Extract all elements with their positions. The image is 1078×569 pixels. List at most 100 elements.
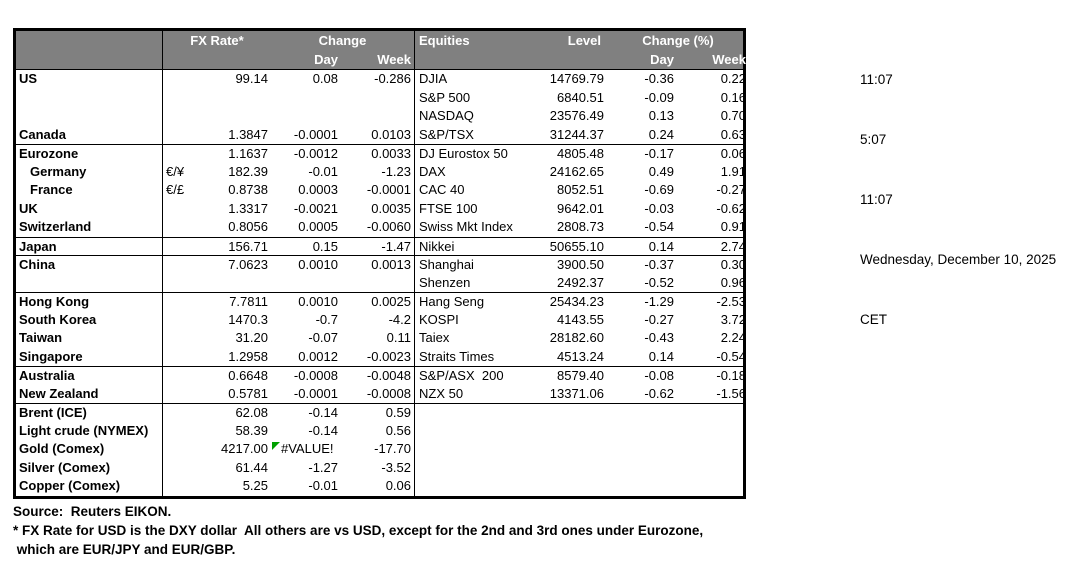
currency-pair-cell[interactable]: €/£ bbox=[166, 182, 185, 197]
equity-day-header[interactable]: Day bbox=[650, 52, 674, 67]
fx-rate-cell[interactable]: 7.0623 bbox=[228, 257, 268, 272]
equity-name-cell[interactable]: Taiex bbox=[419, 330, 450, 345]
equity-level-cell[interactable]: 31244.37 bbox=[549, 126, 604, 142]
currency-pair-cell[interactable] bbox=[163, 293, 189, 311]
currency-pair-cell[interactable] bbox=[163, 89, 189, 108]
fx-rate-cell[interactable]: 1470.3 bbox=[228, 311, 268, 327]
equity-day-change-cell[interactable]: -0.43 bbox=[644, 330, 674, 345]
row-label[interactable]: New Zealand bbox=[16, 384, 163, 403]
fx-rate-cell[interactable]: 31.20 bbox=[235, 330, 268, 345]
equity-week-header[interactable]: Week bbox=[712, 52, 746, 67]
equity-level-cell[interactable]: 2808.73 bbox=[557, 219, 604, 234]
fx-week-change-cell[interactable]: 0.0013 bbox=[341, 256, 415, 274]
fx-day-change-cell[interactable] bbox=[271, 89, 341, 108]
equity-week-change-cell[interactable] bbox=[677, 404, 749, 422]
equity-name-cell[interactable]: DJIA bbox=[419, 71, 448, 86]
row-label[interactable]: China bbox=[16, 256, 163, 274]
equity-name-cell[interactable]: KOSPI bbox=[419, 311, 459, 327]
equity-week-change-cell[interactable]: 2.24 bbox=[720, 330, 746, 345]
row-label[interactable]: Gold (Comex) bbox=[16, 440, 163, 459]
equity-day-change-cell[interactable] bbox=[607, 459, 677, 478]
row-label[interactable] bbox=[16, 107, 163, 126]
row-label[interactable]: Germany bbox=[16, 162, 163, 181]
currency-pair-cell[interactable]: €/¥ bbox=[166, 163, 185, 179]
fx-week-change-cell[interactable]: -0.286 bbox=[341, 70, 415, 89]
fx-week-change-cell[interactable]: -1.23 bbox=[341, 162, 415, 181]
fx-week-change-cell[interactable]: -17.70 bbox=[341, 440, 415, 459]
currency-pair-cell[interactable] bbox=[163, 459, 189, 478]
equity-name-cell[interactable]: Shenzen bbox=[419, 274, 471, 290]
row-label[interactable] bbox=[16, 273, 163, 292]
fx-rate-cell[interactable]: 1.3317 bbox=[228, 200, 268, 216]
equity-week-change-cell[interactable]: 0.06 bbox=[720, 146, 746, 161]
equity-week-change-cell[interactable]: 0.16 bbox=[720, 89, 746, 105]
equity-week-change-cell[interactable]: 0.30 bbox=[720, 257, 746, 272]
equity-week-change-cell[interactable] bbox=[677, 440, 749, 459]
equity-week-change-cell[interactable]: 0.96 bbox=[720, 274, 746, 290]
currency-pair-cell[interactable] bbox=[163, 329, 189, 348]
fx-week-change-cell[interactable]: -3.52 bbox=[341, 458, 415, 477]
currency-pair-cell[interactable] bbox=[163, 145, 189, 163]
empty-header-cell[interactable] bbox=[163, 50, 189, 69]
equity-name-cell[interactable]: NASDAQ bbox=[419, 108, 474, 123]
equity-level-cell[interactable]: 23576.49 bbox=[549, 108, 604, 123]
equity-name-cell[interactable] bbox=[415, 459, 515, 478]
fx-rate-header[interactable]: FX Rate* bbox=[190, 33, 244, 48]
fx-rate-cell[interactable]: 5.25 bbox=[242, 478, 268, 493]
fx-rate-cell[interactable]: 156.71 bbox=[228, 238, 268, 254]
equity-name-cell[interactable]: DAX bbox=[419, 163, 446, 179]
fx-rate-cell[interactable]: 0.6648 bbox=[228, 368, 268, 383]
fx-day-change-cell[interactable]: 0.0012 bbox=[298, 348, 338, 364]
equity-day-change-cell[interactable] bbox=[607, 477, 677, 496]
fx-week-change-cell[interactable]: -4.2 bbox=[341, 310, 415, 329]
equity-name-cell[interactable]: Nikkei bbox=[419, 238, 455, 254]
fx-rate-cell[interactable] bbox=[189, 89, 271, 108]
equity-level-cell[interactable]: 9642.01 bbox=[557, 200, 604, 216]
equity-day-change-cell[interactable]: -0.27 bbox=[644, 311, 674, 327]
currency-pair-cell[interactable] bbox=[163, 348, 189, 367]
equity-day-change-cell[interactable]: -0.36 bbox=[644, 71, 674, 86]
equity-level-cell[interactable]: 8579.40 bbox=[557, 368, 604, 383]
fx-week-change-cell[interactable] bbox=[341, 107, 415, 126]
currency-pair-cell[interactable] bbox=[163, 440, 189, 459]
equity-name-cell[interactable] bbox=[415, 422, 515, 441]
fx-day-change-cell[interactable]: 0.0005 bbox=[298, 219, 338, 234]
equity-level-cell[interactable]: 4513.24 bbox=[557, 348, 604, 364]
fx-rate-cell[interactable]: 58.39 bbox=[235, 422, 268, 438]
fx-day-change-cell[interactable]: 0.0003 bbox=[298, 182, 338, 197]
empty-header-cell[interactable] bbox=[415, 50, 515, 69]
equity-level-cell[interactable] bbox=[515, 440, 607, 459]
equity-name-cell[interactable]: FTSE 100 bbox=[419, 200, 478, 216]
fx-week-change-cell[interactable]: -1.47 bbox=[341, 237, 415, 255]
equity-level-cell[interactable]: 14769.79 bbox=[549, 71, 604, 86]
equity-day-change-cell[interactable]: -0.37 bbox=[644, 257, 674, 272]
currency-pair-cell[interactable] bbox=[163, 404, 189, 422]
row-label[interactable]: Hong Kong bbox=[16, 293, 163, 311]
fx-week-change-cell[interactable]: -0.0001 bbox=[341, 181, 415, 200]
fx-week-change-cell[interactable]: 0.0103 bbox=[341, 125, 415, 144]
fx-rate-cell[interactable]: 0.5781 bbox=[228, 385, 268, 401]
level-header[interactable]: Level bbox=[567, 33, 601, 48]
currency-pair-cell[interactable] bbox=[163, 311, 189, 330]
equity-level-cell[interactable]: 6840.51 bbox=[557, 89, 604, 105]
row-label[interactable]: Taiwan bbox=[16, 329, 163, 348]
fx-week-header[interactable]: Week bbox=[341, 50, 415, 69]
equity-week-change-cell[interactable]: 0.70 bbox=[720, 108, 746, 123]
fx-rate-cell[interactable]: 61.44 bbox=[235, 459, 268, 475]
equity-name-cell[interactable]: DJ Eurostox 50 bbox=[419, 146, 508, 161]
equity-week-change-cell[interactable]: 1.91 bbox=[720, 163, 746, 179]
fx-day-change-cell[interactable]: 0.15 bbox=[312, 238, 338, 254]
equity-level-cell[interactable]: 25434.23 bbox=[549, 294, 604, 309]
equity-week-change-cell[interactable]: -0.54 bbox=[716, 348, 746, 364]
row-label[interactable]: Australia bbox=[16, 367, 163, 385]
fx-rate-cell[interactable]: 62.08 bbox=[235, 405, 268, 420]
equity-name-cell[interactable]: S&P/ASX 200 bbox=[419, 368, 504, 383]
equity-day-change-cell[interactable]: 0.14 bbox=[648, 238, 674, 254]
equity-week-change-cell[interactable] bbox=[677, 477, 749, 496]
equity-day-change-cell[interactable]: -0.62 bbox=[644, 385, 674, 401]
equity-week-change-cell[interactable]: -0.27 bbox=[716, 182, 746, 197]
currency-pair-cell[interactable] bbox=[163, 70, 189, 89]
equity-name-cell[interactable]: Shanghai bbox=[419, 257, 474, 272]
equity-name-cell[interactable] bbox=[415, 440, 515, 459]
fx-week-change-cell[interactable]: 0.11 bbox=[341, 329, 415, 348]
